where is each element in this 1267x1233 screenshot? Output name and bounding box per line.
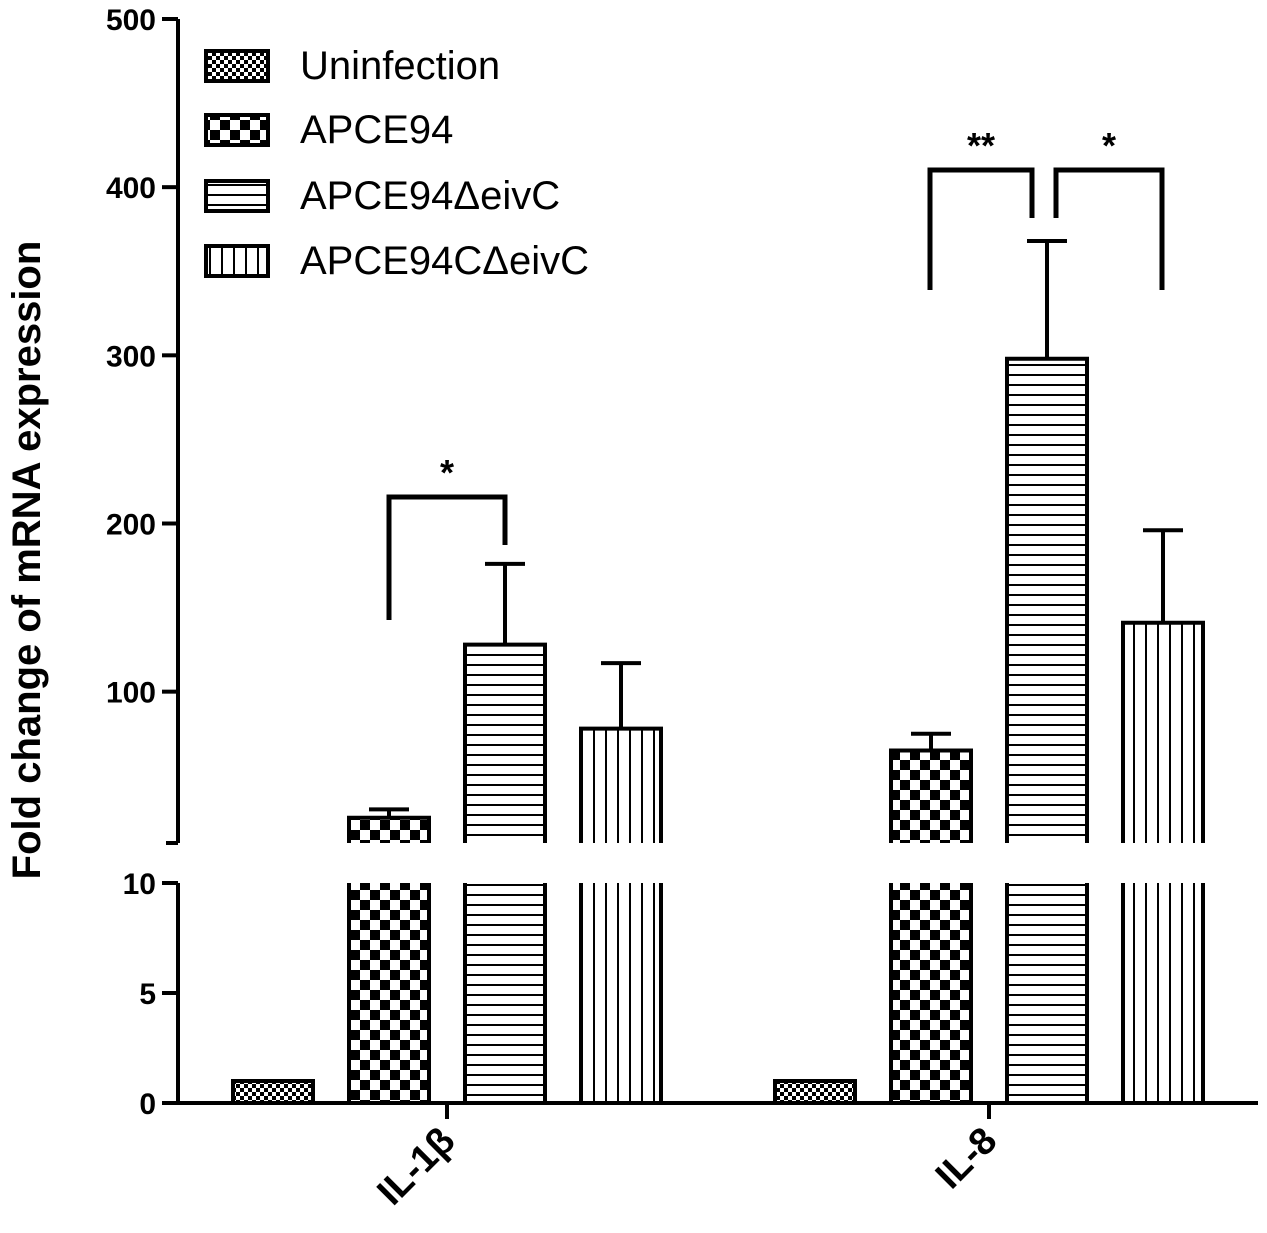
legend-label: Uninfection <box>300 44 500 88</box>
y-tick-label: 5 <box>139 978 156 1011</box>
bars <box>231 238 1205 1105</box>
y-tick-label: 200 <box>106 508 156 541</box>
category-label: IL-8 <box>928 1120 1005 1197</box>
significance-bracket <box>927 167 1035 290</box>
y-tick-label: 10 <box>123 868 156 901</box>
bar-outline <box>347 815 431 843</box>
y-tick-label: 300 <box>106 340 156 373</box>
bar <box>465 644 545 843</box>
bar-outline <box>1005 883 1089 1105</box>
bar <box>1123 622 1203 843</box>
legend-swatch <box>204 244 270 278</box>
bar <box>349 883 429 1103</box>
bar-outline <box>463 883 547 1105</box>
bar <box>581 728 661 843</box>
bar-outline <box>347 883 431 1105</box>
legend-label: APCE94CΔeivC <box>300 239 589 283</box>
bar-outline <box>1121 883 1205 1105</box>
legend-label: APCE94ΔeivC <box>300 174 560 218</box>
y-axis-label: Fold change of mRNA expression <box>5 241 49 880</box>
legend-swatch <box>204 113 270 147</box>
bar <box>891 750 971 843</box>
significance-bracket <box>386 494 508 620</box>
category-label: IL-1β <box>369 1120 463 1214</box>
bar-outline <box>889 883 973 1105</box>
y-tick-label: 0 <box>139 1088 156 1121</box>
significance-bracket <box>1053 167 1165 290</box>
legend-swatch <box>204 179 270 213</box>
legend-swatch <box>204 49 270 83</box>
bar <box>581 883 661 1103</box>
bar <box>349 817 429 843</box>
y-tick-label: 100 <box>106 677 156 710</box>
significance-label: * <box>1102 125 1116 166</box>
bar-outline <box>579 883 663 1105</box>
bar-outline <box>1005 356 1089 843</box>
y-tick-label: 400 <box>106 172 156 205</box>
y-tick-label: 500 <box>106 4 156 37</box>
bar <box>231 1079 315 1105</box>
bar <box>1007 358 1087 843</box>
legend-label: APCE94 <box>300 108 453 152</box>
significance-brackets: *** * <box>386 125 1165 620</box>
significance-label: * <box>440 452 454 493</box>
bar <box>1007 883 1087 1103</box>
legend: Uninfection APCE94 APCE94ΔeivC APCE94CΔeivC <box>204 44 589 283</box>
bar <box>1123 883 1203 1103</box>
significance-label: ** <box>967 125 995 166</box>
bar <box>773 1079 857 1105</box>
bar <box>891 883 971 1103</box>
bar <box>465 883 545 1103</box>
